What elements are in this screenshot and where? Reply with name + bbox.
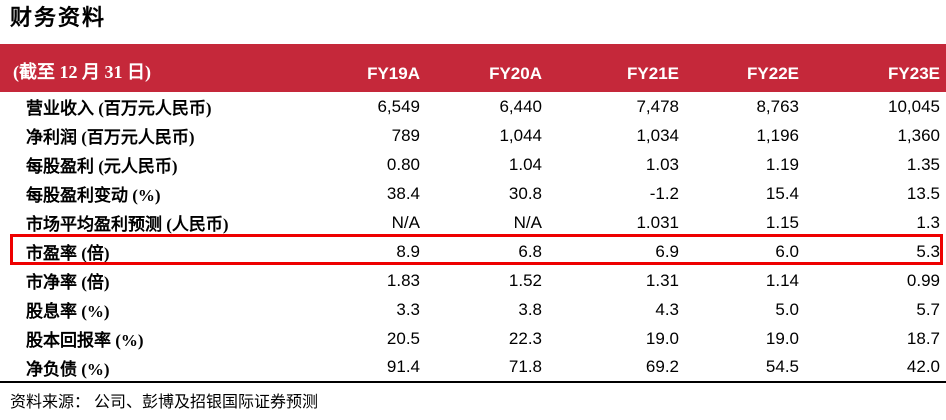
cell-value: 1.15: [765, 212, 799, 232]
financial-table: (截至 12 月 31 日) FY19A FY20A FY21E FY22E FY23E…: [0, 44, 946, 383]
cell-value: 0.99: [906, 270, 940, 290]
header-col-fy19a: FY19A: [367, 64, 420, 83]
row-label: 股本回报率 (%): [26, 331, 144, 350]
cell-value: 5.7: [916, 299, 940, 319]
row-label: 市盈率 (倍): [26, 244, 110, 263]
header-period-label: (截至 12 月 31 日): [13, 62, 151, 82]
cell-value: 54.5: [685, 353, 805, 383]
cell-value: 3.3: [396, 299, 420, 319]
cell-value: N/A: [513, 212, 542, 232]
row-label: 每股盈利变动 (%): [26, 186, 161, 205]
cell-value: 789: [391, 125, 420, 145]
cell-value: 13.5: [906, 183, 940, 203]
cell-value: 71.8: [426, 353, 548, 383]
cell-value: 18.7: [906, 328, 940, 348]
cell-value: 1.83: [386, 270, 420, 290]
cell-value: 1.52: [508, 270, 542, 290]
header-col-fy22e: FY22E: [747, 64, 799, 83]
cell-value: 6,549: [377, 96, 420, 116]
cell-value: 19.0: [765, 328, 799, 348]
cell-value: 1.19: [765, 154, 799, 174]
cell-value: 1.3: [916, 212, 940, 232]
cell-value: 5.0: [775, 299, 799, 319]
cell-value: -1.2: [649, 183, 679, 203]
cell-value: 8.9: [396, 241, 420, 261]
cell-value: 30.8: [508, 183, 542, 203]
cell-value: 6.0: [775, 241, 799, 261]
row-label: 净利润 (百万元人民币): [26, 128, 195, 147]
cell-value: 6.9: [655, 241, 679, 261]
table-row: 市场平均盈利预测 (人民币) N/A N/A 1.031 1.15 1.3: [0, 208, 946, 237]
table-body: 营业收入 (百万元人民币) 6,549 6,440 7,478 8,763 10,045 净…: [0, 92, 946, 383]
row-label: 净负债 (%): [0, 353, 302, 383]
cell-value: 38.4: [386, 183, 420, 203]
cell-value: 91.4: [302, 353, 426, 383]
row-label: 股息率 (%): [26, 302, 110, 321]
cell-value: 5.3: [916, 241, 940, 261]
table-row-highlighted: 市盈率 (倍) 8.9 6.8 6.9 6.0 5.3: [0, 237, 946, 266]
header-col-fy21e: FY21E: [627, 64, 679, 83]
cell-value: 22.3: [508, 328, 542, 348]
cell-value: 1.04: [508, 154, 542, 174]
table-row: 净负债 (%) 91.4 71.8 69.2 54.5 42.0: [0, 353, 946, 383]
cell-value: 10,045: [888, 96, 940, 116]
cell-value: N/A: [391, 212, 420, 232]
cell-value: 1.31: [645, 270, 679, 290]
cell-value: 19.0: [645, 328, 679, 348]
source-note: 资料来源： 公司、彭博及招银国际证券预测: [10, 394, 319, 411]
cell-value: 8,763: [756, 96, 799, 116]
header-col-fy20a: FY20A: [489, 64, 542, 83]
row-label: 每股盈利 (元人民币): [26, 157, 178, 176]
table-row: 净利润 (百万元人民币) 789 1,044 1,034 1,196 1,360: [0, 121, 946, 150]
page-title: 财务资料: [10, 5, 107, 30]
cell-value: 1.031: [636, 212, 679, 232]
row-label: 市场平均盈利预测 (人民币): [26, 215, 229, 234]
table-row: 市净率 (倍) 1.83 1.52 1.31 1.14 0.99: [0, 266, 946, 295]
table-header-row: (截至 12 月 31 日) FY19A FY20A FY21E FY22E FY23E: [0, 44, 946, 92]
cell-value: 42.0: [805, 353, 946, 383]
cell-value: 6,440: [499, 96, 542, 116]
header-col-fy23e: FY23E: [888, 64, 940, 83]
cell-value: 1,360: [897, 125, 940, 145]
table-row: 营业收入 (百万元人民币) 6,549 6,440 7,478 8,763 10,045: [0, 92, 946, 121]
table-row: 每股盈利变动 (%) 38.4 30.8 -1.2 15.4 13.5: [0, 179, 946, 208]
cell-value: 1.14: [765, 270, 799, 290]
cell-value: 20.5: [386, 328, 420, 348]
cell-value: 0.80: [386, 154, 420, 174]
row-label: 营业收入 (百万元人民币): [26, 99, 212, 118]
cell-value: 1,034: [636, 125, 679, 145]
cell-value: 1.03: [645, 154, 679, 174]
table-row: 每股盈利 (元人民币) 0.80 1.04 1.03 1.19 1.35: [0, 150, 946, 179]
cell-value: 6.8: [518, 241, 542, 261]
cell-value: 7,478: [636, 96, 679, 116]
row-label: 市净率 (倍): [26, 273, 110, 292]
cell-value: 1,044: [499, 125, 542, 145]
cell-value: 15.4: [765, 183, 799, 203]
table-row: 股息率 (%) 3.3 3.8 4.3 5.0 5.7: [0, 295, 946, 324]
cell-value: 1,196: [756, 125, 799, 145]
table-row: 股本回报率 (%) 20.5 22.3 19.0 19.0 18.7: [0, 324, 946, 353]
cell-value: 4.3: [655, 299, 679, 319]
cell-value: 1.35: [906, 154, 940, 174]
cell-value: 3.8: [518, 299, 542, 319]
cell-value: 69.2: [548, 353, 685, 383]
